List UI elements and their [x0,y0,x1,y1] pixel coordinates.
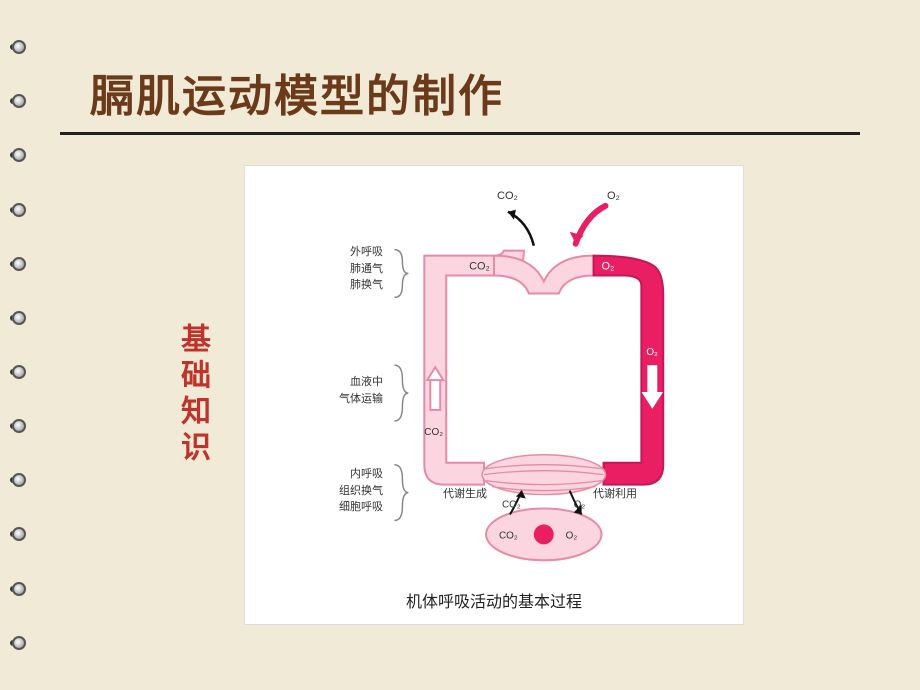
ext-resp-label-2: 肺通气 [350,261,383,278]
slide-title: 膈肌运动模型的制作 [90,60,900,124]
respiration-diagram: CO₂ O₂ CO₂ O₂ CO₂ O₂ CO₂ O₂ CO₂ O₂ 外呼吸 肺… [244,165,744,625]
blood-label-2: 气体运输 [339,391,383,408]
co2-label-top: CO₂ [469,261,490,273]
o2-label-right: O₂ [646,347,658,358]
diagram-caption: 机体呼吸活动的基本过程 [245,588,743,612]
slide-content: 基础知识 [50,165,900,625]
slide-body: 膈肌运动模型的制作 基础知识 [50,20,900,670]
ext-resp-label-1: 外呼吸 [350,244,383,261]
metab-gen-label: 代谢生成 [443,486,487,503]
venous-limb [424,251,524,485]
co2-label-cell: CO₂ [499,530,518,541]
brace-blood-icon [394,365,408,421]
int-resp-label-3: 细胞呼吸 [339,499,383,516]
co2-top-label: CO₂ [497,188,518,205]
o2-label-tissue: O₂ [574,500,586,511]
brace-internal-icon [394,465,408,521]
co2-label-tissue: CO₂ [502,500,521,511]
int-resp-label-2: 组织换气 [339,483,383,500]
title-underline [60,132,860,135]
metab-use-label: 代谢利用 [593,486,637,503]
ext-resp-label-3: 肺换气 [350,277,383,294]
lung-notch [494,256,594,294]
tissue-capillaries [482,455,605,495]
spiral-binding [12,0,30,690]
int-resp-label-1: 内呼吸 [339,466,383,483]
side-label: 基础知识 [170,323,214,467]
co2-label-left: CO₂ [424,427,443,438]
blood-label-1: 血液中 [339,374,383,391]
brace-external-icon [394,250,408,298]
diagram-svg: CO₂ O₂ CO₂ O₂ CO₂ O₂ CO₂ O₂ [245,166,743,624]
o2-label-top: O₂ [602,261,615,273]
o2-label-cell: O₂ [566,530,578,541]
o2-top-label: O₂ [607,188,620,205]
